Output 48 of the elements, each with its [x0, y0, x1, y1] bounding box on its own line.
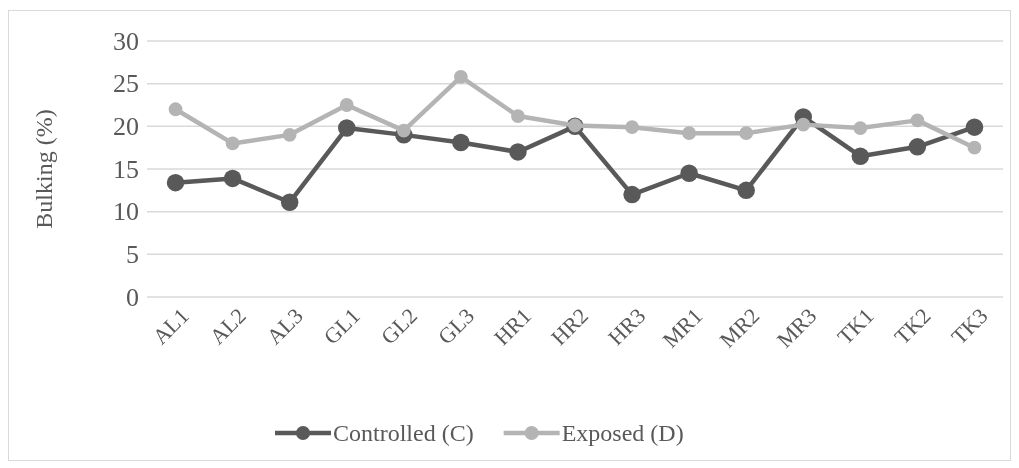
- point: [908, 138, 927, 156]
- x-tick-label: AL1: [147, 302, 194, 350]
- x-tick-label: GL1: [318, 302, 365, 350]
- y-tick-label: 10: [113, 197, 139, 227]
- x-tick-label: HR2: [546, 302, 594, 351]
- y-tick-label: 15: [113, 154, 139, 184]
- point: [453, 69, 468, 84]
- point: [509, 143, 527, 161]
- point: [339, 98, 354, 112]
- y-tick-label: 20: [113, 112, 139, 142]
- point: [739, 126, 754, 141]
- point: [910, 113, 925, 128]
- point: [851, 147, 870, 165]
- point: [282, 127, 297, 142]
- legend-label: Controlled (C): [333, 420, 474, 447]
- y-tick-label: 30: [113, 26, 139, 56]
- point: [223, 169, 242, 188]
- point: [225, 136, 240, 151]
- point: [680, 164, 698, 182]
- x-tick-label: AL2: [204, 302, 251, 350]
- point: [625, 120, 639, 135]
- point: [168, 102, 183, 117]
- x-tick-label: TK1: [832, 302, 879, 350]
- y-tick-label: 25: [113, 69, 139, 99]
- point: [280, 193, 299, 211]
- x-tick-label: TK2: [889, 302, 936, 350]
- x-tick-label: GL2: [375, 302, 422, 350]
- point: [452, 133, 470, 152]
- point: [737, 181, 755, 200]
- point: [337, 119, 356, 137]
- point: [967, 140, 982, 155]
- x-tick-label: HR1: [489, 302, 537, 351]
- point: [396, 123, 411, 138]
- y-tick-label: 5: [126, 240, 139, 270]
- point: [511, 109, 525, 123]
- x-tick-label: AL3: [261, 302, 308, 350]
- x-tick-label: TK3: [946, 302, 993, 350]
- point: [965, 118, 984, 136]
- x-tick-label: GL3: [432, 302, 480, 350]
- x-tick-label: HR3: [603, 302, 651, 351]
- y-tick-label: 0: [126, 282, 139, 312]
- point: [682, 126, 697, 141]
- legend-label: Exposed (D): [561, 420, 684, 447]
- point: [623, 185, 641, 204]
- point: [166, 173, 185, 192]
- point: [853, 121, 868, 135]
- y-axis-title: Bulking (%): [31, 109, 57, 229]
- point: [796, 117, 811, 132]
